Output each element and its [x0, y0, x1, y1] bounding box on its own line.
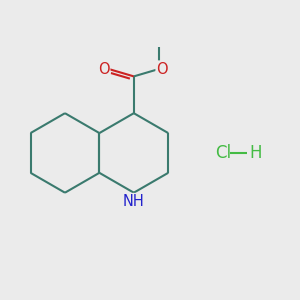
Text: O: O [157, 61, 168, 76]
Text: Cl: Cl [215, 144, 232, 162]
Text: H: H [250, 144, 262, 162]
Text: O: O [98, 61, 109, 76]
Text: NH: NH [123, 194, 145, 209]
